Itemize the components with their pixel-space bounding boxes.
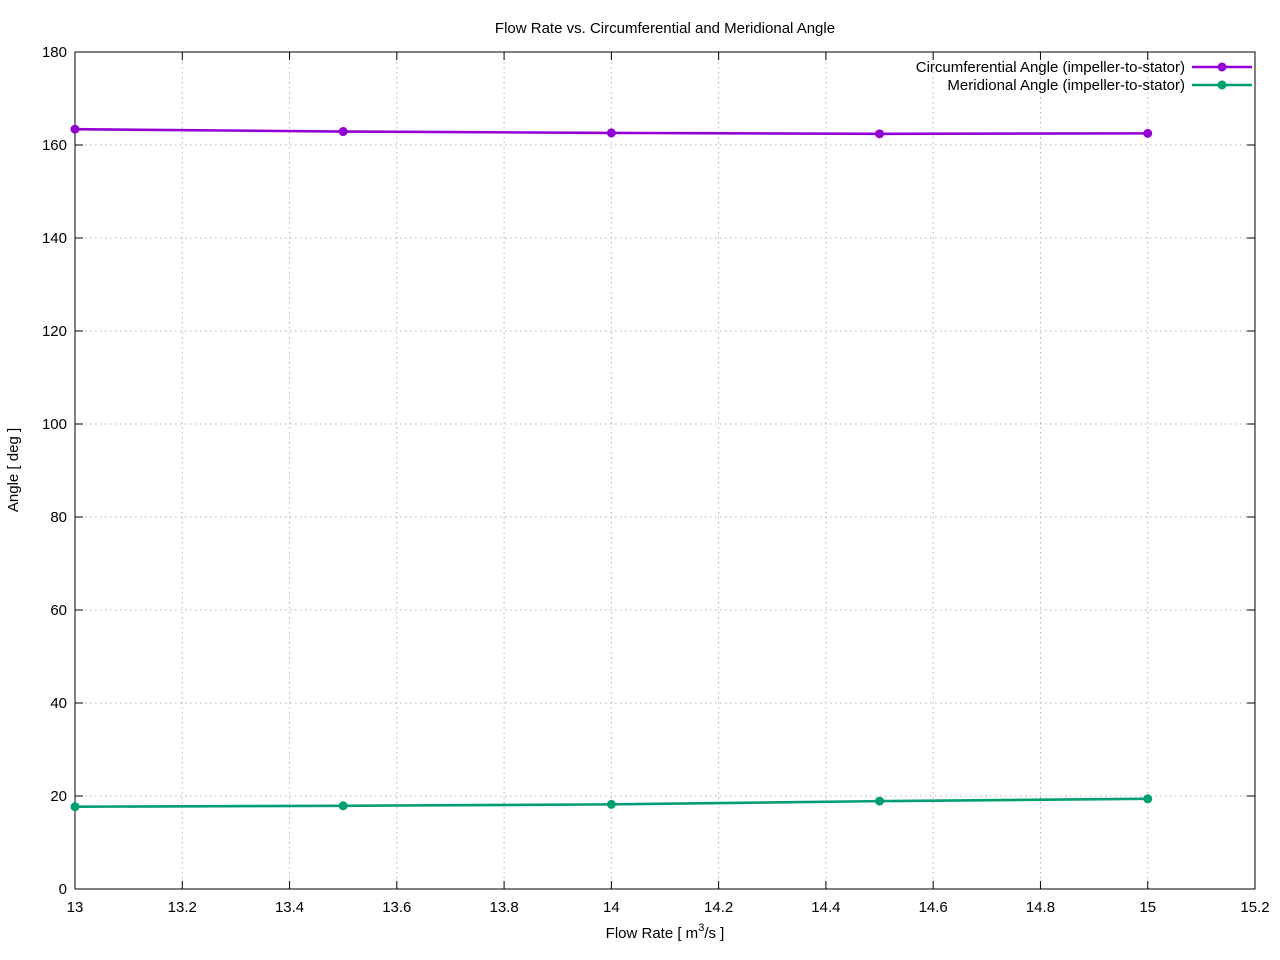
y-tick-label: 180: [42, 44, 67, 61]
y-tick-label: 0: [59, 881, 67, 898]
x-tick-label: 15.2: [1240, 899, 1269, 916]
chart-title: Flow Rate vs. Circumferential and Meridi…: [495, 20, 835, 37]
axes-layer: 13 13.2 13.4 13.6 13.8 14 14.2 14.4 14.6 14.8 15 15…: [42, 44, 1270, 916]
y-tick-label: 60: [50, 602, 67, 619]
data-point: [1143, 794, 1153, 804]
data-point: [875, 129, 885, 139]
data-point: [70, 124, 80, 134]
x-tick-label: 14.2: [704, 899, 733, 916]
x-tick-label: 13.6: [382, 899, 411, 916]
y-tick-label: 80: [50, 509, 67, 526]
y-tick-label: 40: [50, 695, 67, 712]
x-tick-label: 14.4: [811, 899, 840, 916]
y-tick-label: 120: [42, 323, 67, 340]
y-axis-label: Angle [ deg ]: [5, 428, 22, 512]
x-tick-label: 13.4: [275, 899, 304, 916]
x-tick-label: 13: [67, 899, 84, 916]
data-point: [606, 799, 616, 809]
x-tick-label: 13.8: [489, 899, 518, 916]
data-point: [338, 127, 348, 137]
data-point: [70, 802, 80, 812]
legend-point-sample: [1217, 80, 1227, 90]
x-tick-label: 13.2: [168, 899, 197, 916]
x-tick-label: 14: [603, 899, 620, 916]
legend-entry: Circumferential Angle (impeller-to-stato…: [916, 59, 1252, 76]
data-point: [1143, 128, 1153, 138]
plot-border: [74, 51, 1256, 890]
data-point: [338, 801, 348, 811]
grid-layer: [74, 51, 1256, 890]
legend-entry-label: Meridional Angle (impeller-to-stator): [947, 77, 1185, 94]
legend-point-sample: [1217, 62, 1227, 72]
x-axis-label-prefix: Flow Rate [ m: [606, 925, 699, 942]
x-axis-label: Flow Rate [ m3/s ]: [606, 922, 725, 942]
x-tick-label: 14.8: [1026, 899, 1055, 916]
data-point: [606, 128, 616, 138]
series-layer: [70, 124, 1153, 812]
legend-entry-label: Circumferential Angle (impeller-to-stato…: [916, 59, 1185, 76]
legend-layer: Circumferential Angle (impeller-to-stato…: [916, 59, 1252, 94]
y-tick-label: 100: [42, 416, 67, 433]
x-axis-label-superscript: 3: [698, 922, 704, 934]
y-tick-label: 160: [42, 137, 67, 154]
x-tick-label: 14.6: [919, 899, 948, 916]
x-axis-label-suffix: /s ]: [704, 925, 724, 942]
y-tick-label: 140: [42, 230, 67, 247]
data-point: [875, 796, 885, 806]
x-tick-label: 15: [1139, 899, 1156, 916]
y-tick-label: 20: [50, 788, 67, 805]
legend-entry: Meridional Angle (impeller-to-stator): [947, 77, 1252, 94]
